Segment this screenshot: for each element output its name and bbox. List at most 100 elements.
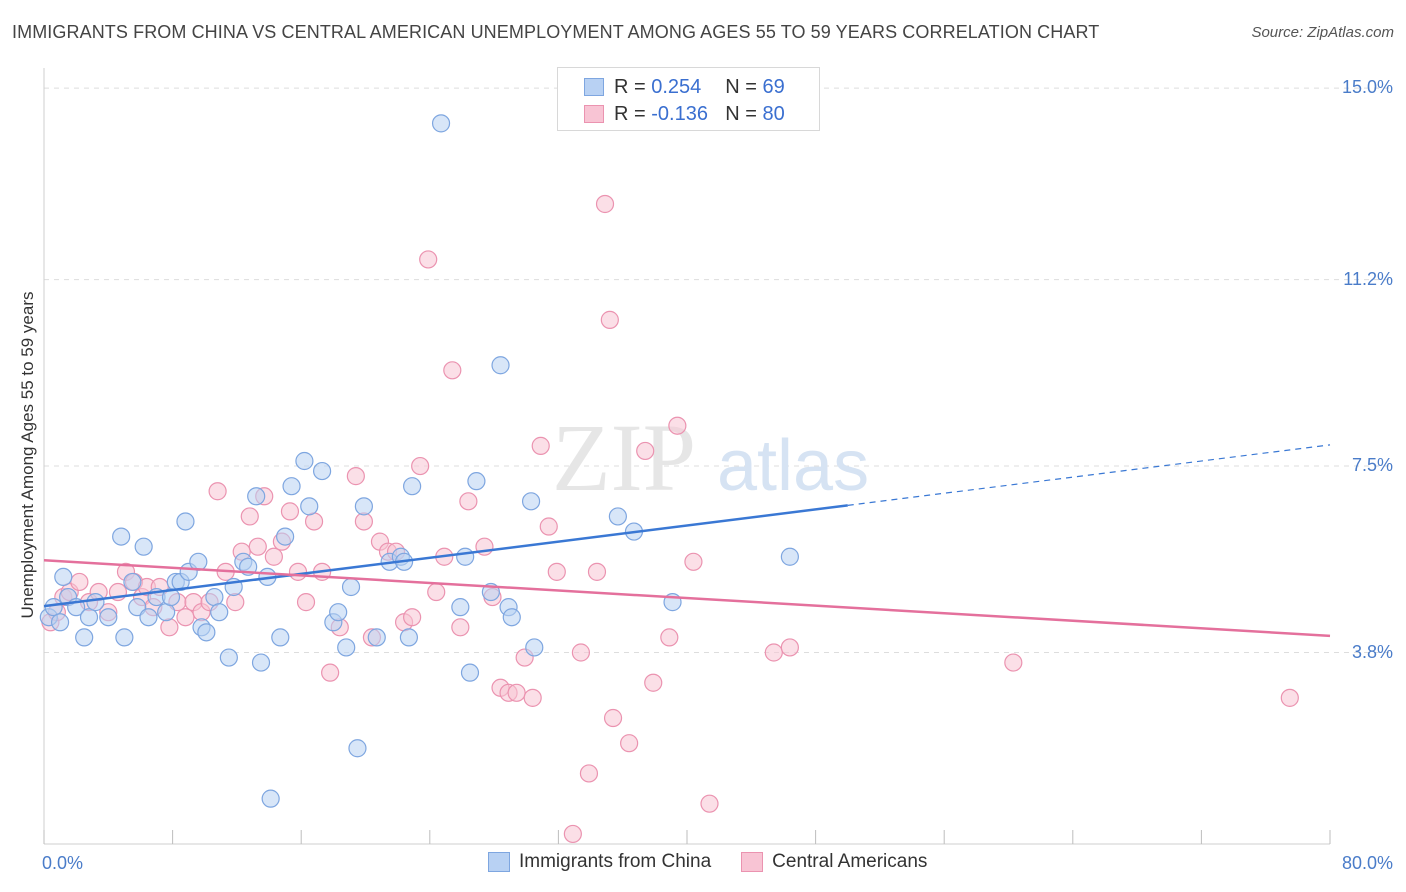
point-immigrants-from-china xyxy=(467,472,486,491)
trend-line-china xyxy=(43,504,848,608)
legend-n-label: N = xyxy=(725,75,757,98)
point-central-americans xyxy=(587,562,607,581)
point-central-americans xyxy=(288,562,308,581)
point-immigrants-from-china xyxy=(139,608,158,627)
point-central-americans xyxy=(403,608,422,627)
legend-r-label: R = xyxy=(614,102,646,125)
point-immigrants-from-china xyxy=(341,577,361,597)
axes xyxy=(43,68,1331,845)
gridlines xyxy=(44,87,1392,653)
point-central-americans xyxy=(248,537,267,556)
point-immigrants-from-china xyxy=(271,628,290,647)
chart-source: Source: ZipAtlas.com xyxy=(1251,24,1394,41)
legend-r-label: R = xyxy=(614,75,646,98)
legend-label-central: Central Americans xyxy=(772,851,928,872)
point-immigrants-from-china xyxy=(399,628,419,647)
legend-n-value-china: 69 xyxy=(762,75,785,98)
point-central-americans xyxy=(280,502,300,521)
point-immigrants-from-china xyxy=(525,638,544,657)
point-central-americans xyxy=(70,572,89,592)
point-immigrants-from-china xyxy=(460,663,480,682)
point-central-americans xyxy=(595,194,615,214)
point-central-americans xyxy=(571,643,591,662)
x-tick-label-max: 80.0% xyxy=(1341,853,1393,873)
series-legend: Immigrants from China Central Americans xyxy=(488,851,957,873)
point-central-americans xyxy=(684,552,703,571)
point-immigrants-from-china xyxy=(50,613,70,632)
point-immigrants-from-china xyxy=(431,114,451,133)
y-tick-label: 7.5% xyxy=(1351,455,1393,476)
trend-line-china-extension xyxy=(847,444,1331,506)
trend-line-central xyxy=(43,559,1331,638)
point-immigrants-from-china xyxy=(251,653,271,672)
point-immigrants-from-china xyxy=(491,356,510,375)
chart-title: IMMIGRANTS FROM CHINA VS CENTRAL AMERICA… xyxy=(12,22,1100,42)
point-immigrants-from-china xyxy=(219,648,238,667)
legend-swatch-china xyxy=(488,852,510,872)
point-central-americans xyxy=(507,683,526,702)
point-immigrants-from-china xyxy=(176,512,195,531)
legend-item-central[interactable]: Central Americans xyxy=(741,851,927,873)
point-central-americans xyxy=(780,638,799,657)
point-central-americans xyxy=(208,482,227,501)
point-central-americans xyxy=(176,608,195,627)
point-immigrants-from-china xyxy=(276,527,295,546)
point-immigrants-from-china xyxy=(157,603,176,622)
point-immigrants-from-china xyxy=(123,572,142,592)
point-central-americans xyxy=(531,436,550,455)
y-tick-label: 11.2% xyxy=(1343,268,1393,289)
point-immigrants-from-china xyxy=(79,608,99,627)
point-central-americans xyxy=(1004,653,1023,672)
point-central-americans xyxy=(240,507,259,526)
point-immigrants-from-china xyxy=(502,608,521,627)
point-central-americans xyxy=(264,547,283,566)
point-central-americans xyxy=(321,663,340,682)
point-immigrants-from-china xyxy=(247,487,266,506)
point-central-americans xyxy=(764,643,783,662)
watermark: ZIP atlas xyxy=(552,404,869,511)
point-immigrants-from-china xyxy=(329,603,348,622)
point-immigrants-from-china xyxy=(54,567,73,587)
point-central-americans xyxy=(354,512,373,531)
point-central-americans xyxy=(304,512,324,531)
y-axis-label: Unemployment Among Ages 55 to 59 years xyxy=(18,291,37,619)
point-central-americans xyxy=(547,562,566,581)
y-tick-label: 15.0% xyxy=(1341,77,1393,98)
x-tick-label-min: 0.0% xyxy=(42,853,84,873)
watermark-atlas: atlas xyxy=(717,426,869,506)
point-central-americans xyxy=(600,310,619,329)
point-central-americans xyxy=(603,708,623,728)
point-central-americans xyxy=(346,467,365,486)
point-immigrants-from-china xyxy=(403,477,422,496)
legend-row-china: R = 0.254 N = 69 xyxy=(584,75,785,99)
point-immigrants-from-china xyxy=(99,608,118,627)
trend-lines xyxy=(43,444,1331,638)
point-immigrants-from-china xyxy=(44,598,63,617)
legend-row-central: R = -0.136 N = 80 xyxy=(584,102,785,126)
point-immigrants-from-china xyxy=(189,552,208,571)
point-immigrants-from-china xyxy=(261,789,280,808)
point-central-americans xyxy=(459,492,478,511)
point-immigrants-from-china xyxy=(348,739,367,758)
point-immigrants-from-china xyxy=(205,587,224,607)
point-immigrants-from-china xyxy=(295,451,314,471)
legend-r-value-central: -0.136 xyxy=(651,102,708,125)
point-immigrants-from-china xyxy=(780,547,799,566)
point-central-americans xyxy=(563,824,582,844)
point-immigrants-from-china xyxy=(134,537,153,556)
point-immigrants-from-china xyxy=(115,628,134,647)
legend-item-china[interactable]: Immigrants from China xyxy=(488,851,711,873)
y-tick-label: 3.8% xyxy=(1351,641,1393,662)
legend-swatch-china xyxy=(584,78,604,96)
point-immigrants-from-china xyxy=(197,623,216,642)
point-immigrants-from-china xyxy=(312,461,332,481)
point-central-americans xyxy=(160,618,179,637)
point-immigrants-from-china xyxy=(608,507,627,526)
point-immigrants-from-china xyxy=(75,628,94,647)
point-central-americans xyxy=(636,441,655,461)
point-central-americans xyxy=(660,628,679,647)
point-immigrants-from-china xyxy=(112,527,131,546)
point-central-americans xyxy=(451,618,470,637)
point-central-americans xyxy=(668,416,687,435)
